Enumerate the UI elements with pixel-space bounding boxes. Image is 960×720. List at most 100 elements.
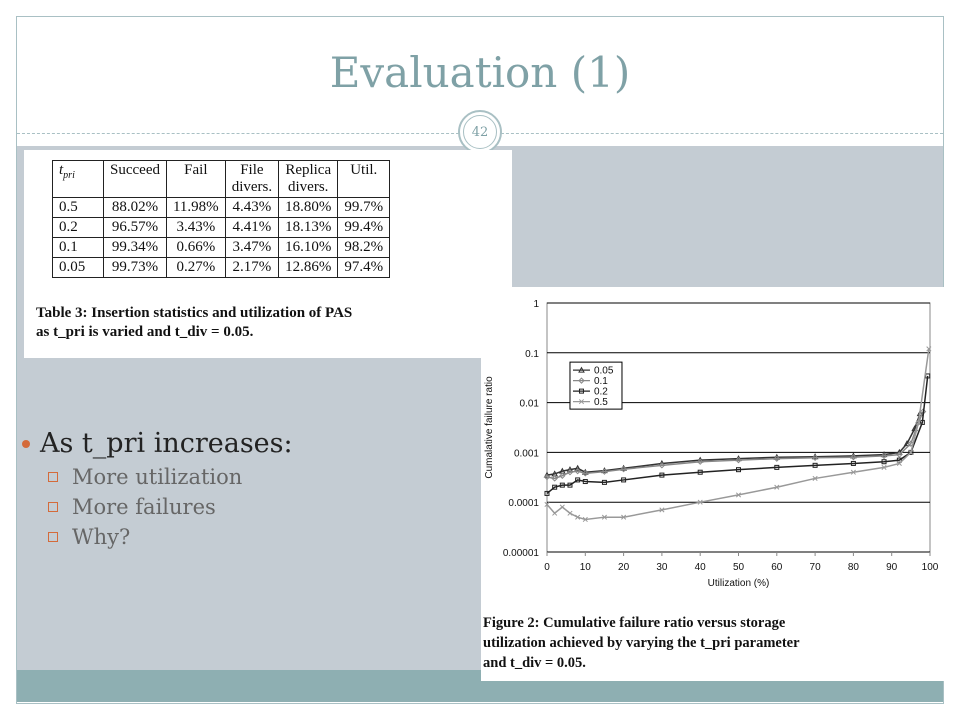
legend-label: 0.05 <box>594 366 614 377</box>
data-point <box>697 469 703 475</box>
data-point <box>850 454 857 461</box>
legend-label: 0.5 <box>594 397 608 408</box>
data-point <box>578 366 585 373</box>
data-point <box>735 456 742 464</box>
x-tick-label: 80 <box>848 562 860 573</box>
table-header-cell: Replica divers. <box>278 160 339 198</box>
data-point <box>812 462 818 468</box>
data-point <box>908 449 914 455</box>
table-cell: 4.41% <box>224 217 280 238</box>
chart-figure: 1 0.1 0.01 0.001 0.0001 0.00001 0 10 20 30 40 50 60 7… <box>481 287 944 681</box>
sub-bullet: Why? <box>48 525 293 549</box>
y-tick-label: 0.0001 <box>508 498 539 509</box>
y-tick-label: 0.01 <box>520 399 540 410</box>
figure-caption-line: Figure 2: Cumulative failure ratio versu… <box>483 615 786 631</box>
table-caption-line: Table 3: Insertion statistics and utiliz… <box>36 305 353 321</box>
x-tick-label: 30 <box>656 562 668 573</box>
table-header-cell: Succeed <box>103 160 167 198</box>
table-cell: 99.7% <box>337 197 391 218</box>
table-cell: 11.98% <box>165 197 226 218</box>
data-point <box>601 479 607 485</box>
data-point <box>850 460 856 466</box>
x-tick-label: 100 <box>922 562 939 573</box>
sub-bullet-text: More failures <box>72 495 216 519</box>
bullet-list: As t_pri increases: More utilization Mor… <box>22 428 293 549</box>
stats-table-image: tpri Succeed Fail File divers. Replica d… <box>24 150 512 358</box>
plot-area <box>546 302 931 553</box>
x-tick-label: 60 <box>771 562 783 573</box>
data-point <box>582 479 588 485</box>
data-point <box>850 469 856 475</box>
table-caption-line: as t_pri is varied and t_div = 0.05. <box>36 324 254 340</box>
data-point <box>575 514 581 520</box>
table-cell: 99.73% <box>103 257 167 278</box>
data-point <box>621 514 627 520</box>
data-point <box>774 464 780 470</box>
x-tick-label: 70 <box>810 562 822 573</box>
tpri-header: tpri <box>59 162 75 181</box>
data-point <box>735 492 742 498</box>
data-point <box>559 482 565 488</box>
table-cell: 12.86% <box>278 257 339 278</box>
data-point <box>578 377 585 384</box>
table-header-cell: tpri <box>52 160 104 198</box>
figure-caption: Figure 2: Cumulative failure ratio versu… <box>483 613 941 673</box>
bullet-main-text: As t_pri increases: <box>40 428 293 459</box>
x-tick-label: 50 <box>733 562 745 573</box>
y-tick-label: 1 <box>533 299 539 310</box>
table-cell: 0.05 <box>52 257 104 278</box>
data-point <box>551 475 558 482</box>
x-tick-label: 0 <box>544 562 550 573</box>
data-point <box>881 459 887 465</box>
data-point <box>578 388 584 394</box>
table-cell: 18.13% <box>278 217 339 238</box>
table-caption: Table 3: Insertion statistics and utiliz… <box>36 304 506 342</box>
data-point <box>582 470 589 477</box>
slide-title: Evaluation (1) <box>329 48 631 97</box>
data-point <box>896 460 902 467</box>
y-tick-label: 0.00001 <box>503 548 540 559</box>
table-cell: 99.34% <box>103 237 167 258</box>
data-point <box>578 399 585 405</box>
x-axis-label: Utilization (%) <box>708 578 770 589</box>
table-cell: 88.02% <box>103 197 167 218</box>
data-point <box>559 472 566 479</box>
table-cell: 96.57% <box>103 217 167 238</box>
table-row: 0.05 99.73% 0.27% 2.17% 12.86% 97.4% <box>52 257 391 278</box>
data-point <box>736 467 741 473</box>
sub-bullet-text: Why? <box>72 525 131 549</box>
series-line <box>546 411 924 480</box>
legend-label: 0.2 <box>594 387 608 398</box>
data-point <box>544 501 550 508</box>
x-tick-label: 10 <box>580 562 592 573</box>
figure-caption-line: and t_div = 0.05. <box>483 655 586 671</box>
x-tick-label: 90 <box>886 562 898 573</box>
data-point <box>915 419 922 425</box>
y-axis-label: Cumalative failure ratio <box>484 376 495 479</box>
slide-number: 42 <box>471 124 489 140</box>
data-point <box>919 419 925 425</box>
data-point <box>659 507 665 513</box>
data-point <box>601 468 608 475</box>
table-cell: 97.4% <box>337 257 391 278</box>
table-cell: 3.47% <box>224 237 280 258</box>
data-point <box>812 475 818 481</box>
table-row: 0.2 96.57% 3.43% 4.41% 18.13% 99.4% <box>52 217 391 238</box>
data-point <box>575 477 581 483</box>
table-cell: 16.10% <box>278 237 339 258</box>
data-point <box>620 465 627 473</box>
table-cell: 0.66% <box>165 237 226 258</box>
y-tick-label: 0.001 <box>514 448 539 459</box>
table-cell: 2.17% <box>224 257 280 278</box>
table-header-cell: Fail <box>165 160 226 198</box>
table-row: 0.5 88.02% 11.98% 4.43% 18.80% 99.7% <box>52 197 391 218</box>
data-point <box>543 473 551 481</box>
data-point <box>566 469 574 476</box>
square-bullet-icon <box>48 472 58 482</box>
sub-bullet-text: More utilization <box>72 465 243 489</box>
table-cell: 0.1 <box>52 237 104 258</box>
data-point <box>601 514 608 520</box>
legend-label: 0.1 <box>594 376 608 387</box>
table-cell: 99.4% <box>337 217 391 238</box>
slide-number-badge: 42 <box>458 110 502 154</box>
